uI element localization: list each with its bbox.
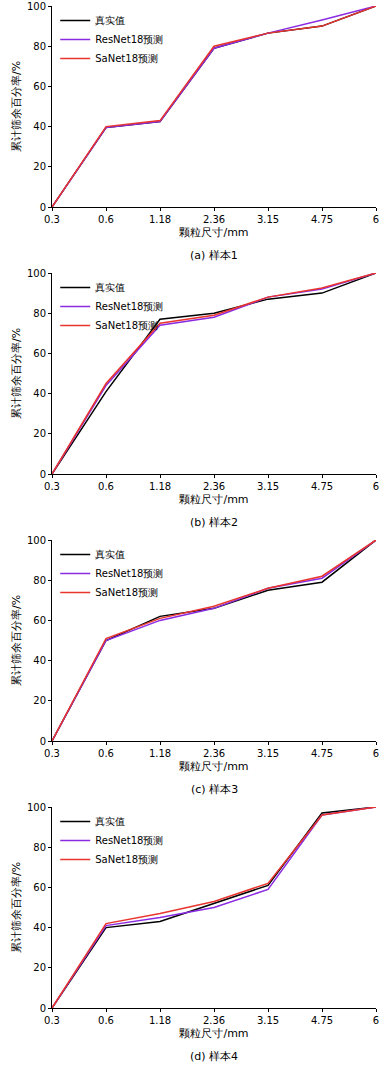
svg-text:2.36: 2.36 bbox=[203, 1015, 225, 1026]
svg-text:20: 20 bbox=[33, 695, 46, 706]
svg-text:ResNet18预测: ResNet18预测 bbox=[95, 34, 163, 45]
svg-text:100: 100 bbox=[27, 802, 46, 813]
svg-text:1.18: 1.18 bbox=[149, 1015, 171, 1026]
svg-text:0: 0 bbox=[40, 202, 46, 213]
svg-text:60: 60 bbox=[33, 348, 46, 359]
svg-text:80: 80 bbox=[33, 842, 46, 853]
svg-text:1.18: 1.18 bbox=[149, 748, 171, 759]
svg-text:80: 80 bbox=[33, 575, 46, 586]
svg-text:1.18: 1.18 bbox=[149, 481, 171, 492]
svg-text:0.6: 0.6 bbox=[98, 748, 114, 759]
svg-text:SaNet18预测: SaNet18预测 bbox=[95, 53, 158, 64]
svg-text:2.36: 2.36 bbox=[203, 214, 225, 225]
svg-text:20: 20 bbox=[33, 161, 46, 172]
svg-text:100: 100 bbox=[27, 535, 46, 546]
svg-text:0.6: 0.6 bbox=[98, 214, 114, 225]
svg-text:40: 40 bbox=[33, 655, 46, 666]
svg-text:(b) 样本2: (b) 样本2 bbox=[190, 516, 238, 529]
svg-text:3.15: 3.15 bbox=[257, 1015, 279, 1026]
svg-text:SaNet18预测: SaNet18预测 bbox=[95, 587, 158, 598]
svg-text:80: 80 bbox=[33, 41, 46, 52]
svg-text:80: 80 bbox=[33, 308, 46, 319]
svg-text:(a) 样本1: (a) 样本1 bbox=[190, 249, 238, 262]
svg-text:0.3: 0.3 bbox=[44, 214, 60, 225]
svg-text:0.6: 0.6 bbox=[98, 1015, 114, 1026]
svg-text:6: 6 bbox=[373, 1015, 379, 1026]
svg-text:60: 60 bbox=[33, 615, 46, 626]
svg-text:累计筛余百分率/%: 累计筛余百分率/% bbox=[10, 595, 23, 686]
svg-text:20: 20 bbox=[33, 428, 46, 439]
svg-text:6: 6 bbox=[373, 481, 379, 492]
svg-text:真实值: 真实值 bbox=[95, 549, 125, 560]
svg-text:真实值: 真实值 bbox=[95, 15, 125, 26]
svg-text:4.75: 4.75 bbox=[311, 748, 333, 759]
svg-text:颗粒尺寸/mm: 颗粒尺寸/mm bbox=[179, 493, 248, 506]
svg-text:2.36: 2.36 bbox=[203, 748, 225, 759]
svg-text:0: 0 bbox=[40, 469, 46, 480]
svg-text:3.15: 3.15 bbox=[257, 748, 279, 759]
svg-text:1.18: 1.18 bbox=[149, 214, 171, 225]
svg-text:SaNet18预测: SaNet18预测 bbox=[95, 854, 158, 865]
svg-text:60: 60 bbox=[33, 882, 46, 893]
svg-text:20: 20 bbox=[33, 962, 46, 973]
svg-text:真实值: 真实值 bbox=[95, 816, 125, 827]
svg-text:3.15: 3.15 bbox=[257, 481, 279, 492]
svg-text:SaNet18预测: SaNet18预测 bbox=[95, 320, 158, 331]
svg-text:累计筛余百分率/%: 累计筛余百分率/% bbox=[10, 61, 23, 152]
svg-text:100: 100 bbox=[27, 1, 46, 12]
svg-text:ResNet18预测: ResNet18预测 bbox=[95, 568, 163, 579]
svg-text:ResNet18预测: ResNet18预测 bbox=[95, 301, 163, 312]
svg-text:0.3: 0.3 bbox=[44, 1015, 60, 1026]
svg-text:颗粒尺寸/mm: 颗粒尺寸/mm bbox=[179, 760, 248, 773]
svg-text:0.3: 0.3 bbox=[44, 481, 60, 492]
svg-text:真实值: 真实值 bbox=[95, 282, 125, 293]
svg-text:(d) 样本4: (d) 样本4 bbox=[190, 1050, 238, 1063]
svg-text:0.3: 0.3 bbox=[44, 748, 60, 759]
svg-text:ResNet18预测: ResNet18预测 bbox=[95, 835, 163, 846]
svg-text:100: 100 bbox=[27, 268, 46, 279]
svg-text:3.15: 3.15 bbox=[257, 214, 279, 225]
svg-text:累计筛余百分率/%: 累计筛余百分率/% bbox=[10, 328, 23, 419]
svg-text:0: 0 bbox=[40, 1003, 46, 1014]
svg-text:累计筛余百分率/%: 累计筛余百分率/% bbox=[10, 862, 23, 953]
svg-text:6: 6 bbox=[373, 748, 379, 759]
svg-text:4.75: 4.75 bbox=[311, 481, 333, 492]
svg-text:60: 60 bbox=[33, 81, 46, 92]
svg-text:6: 6 bbox=[373, 214, 379, 225]
svg-text:4.75: 4.75 bbox=[311, 1015, 333, 1026]
svg-text:40: 40 bbox=[33, 388, 46, 399]
svg-text:40: 40 bbox=[33, 922, 46, 933]
svg-text:(c) 样本3: (c) 样本3 bbox=[191, 783, 238, 796]
svg-text:4.75: 4.75 bbox=[311, 214, 333, 225]
svg-text:40: 40 bbox=[33, 121, 46, 132]
svg-text:颗粒尺寸/mm: 颗粒尺寸/mm bbox=[179, 1027, 248, 1040]
svg-text:颗粒尺寸/mm: 颗粒尺寸/mm bbox=[179, 226, 248, 239]
svg-text:0.6: 0.6 bbox=[98, 481, 114, 492]
svg-text:0: 0 bbox=[40, 736, 46, 747]
svg-text:2.36: 2.36 bbox=[203, 481, 225, 492]
